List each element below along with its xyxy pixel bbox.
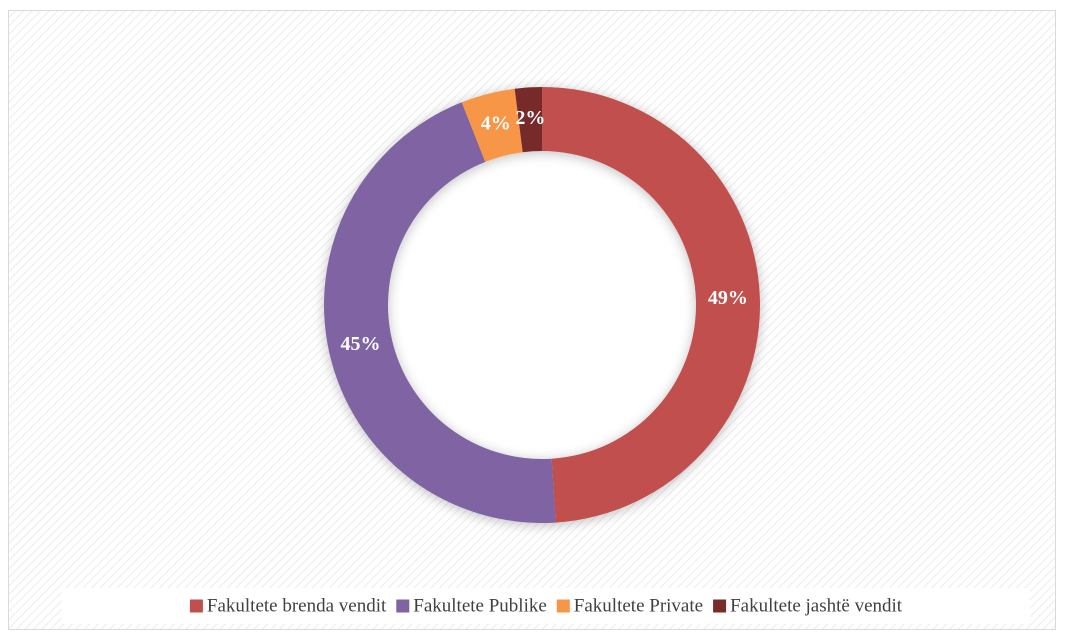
legend-swatch xyxy=(556,599,570,613)
data-label: 2% xyxy=(515,107,545,129)
data-label: 49% xyxy=(708,287,748,309)
donut-slice xyxy=(542,87,760,523)
data-label: 4% xyxy=(481,112,511,134)
donut-slice xyxy=(514,87,542,153)
legend-background xyxy=(62,588,1030,624)
legend-label: Fakultete Publike xyxy=(413,595,547,616)
legend-label: Fakultete jashtë vendit xyxy=(730,595,903,616)
donut-slice xyxy=(461,88,523,162)
legend: Fakultete brenda vendit Fakultete Publike… xyxy=(189,595,903,616)
legend-label: Fakultete brenda vendit xyxy=(207,595,387,616)
legend-item: Fakultete brenda vendit xyxy=(189,595,387,616)
legend-swatch xyxy=(396,599,410,613)
legend-item: Fakultete Private xyxy=(556,595,703,616)
legend-swatch xyxy=(189,599,203,613)
legend-item: Fakultete Publike xyxy=(396,595,547,616)
legend-swatch xyxy=(713,599,727,613)
labels: 49% 45% 4% 2% xyxy=(340,107,747,355)
legend-item: Fakultete jashtë vendit xyxy=(713,595,903,616)
legend-label: Fakultete Private xyxy=(574,595,703,616)
donut-hole xyxy=(388,151,696,459)
data-label: 45% xyxy=(340,333,380,355)
slices xyxy=(323,87,760,524)
donut-slice xyxy=(323,102,556,524)
